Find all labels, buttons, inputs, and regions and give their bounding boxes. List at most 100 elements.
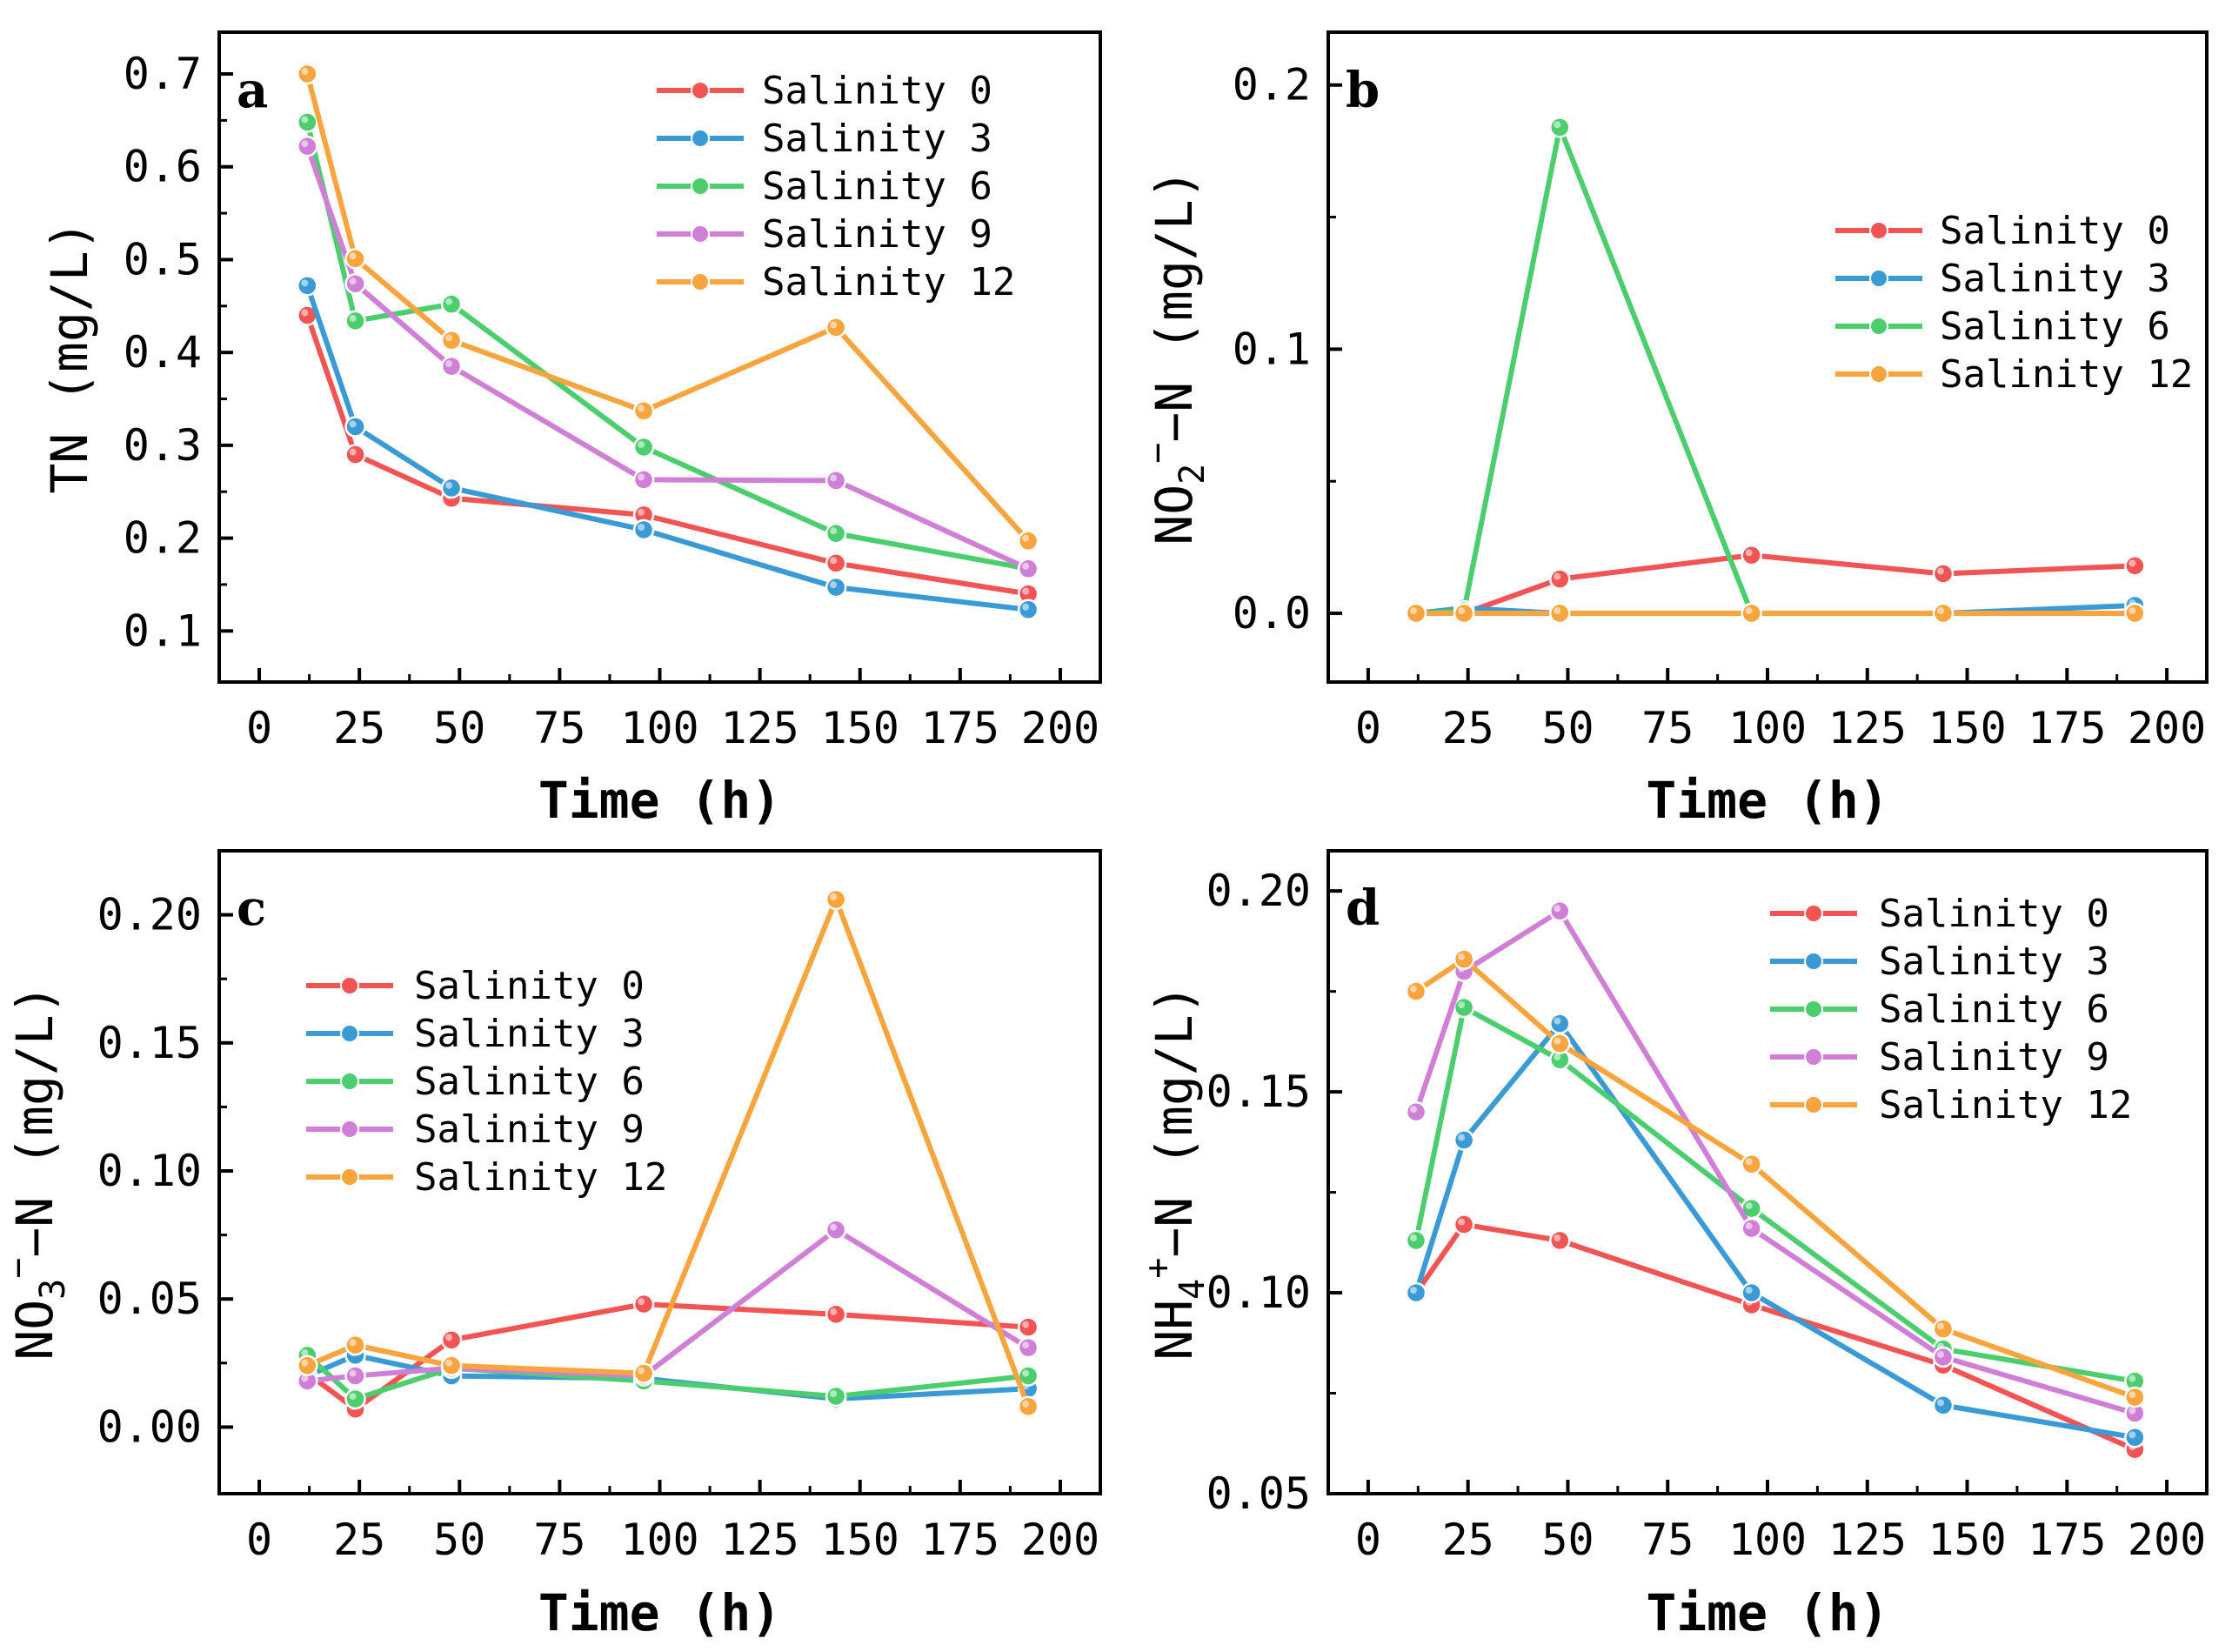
x-axis: 0 25 50 75 100 125 150 175 200 [246,1480,1099,1565]
x-axis-title: Time (h) [538,1583,781,1642]
data-point [440,355,463,378]
series-salinity-12 [1405,602,2146,625]
y-tick-label: 0.20 [1206,866,1311,916]
data-point [632,1362,655,1384]
data-point [1017,1395,1039,1418]
legend-label: Salinity 12 [1879,1083,2132,1127]
y-title-main: NH [1145,1300,1204,1361]
data-point-highlight [1458,607,1466,615]
data-point-highlight [1745,1287,1753,1294]
x-tick-label: 0 [246,703,272,753]
data-point-highlight [638,523,645,531]
panel-letter: c [237,880,266,937]
data-point [1549,568,1571,590]
y-title-tail: −N (mg/L) [1145,984,1204,1257]
data-point-highlight [638,1298,645,1306]
data-point-highlight [1410,985,1417,993]
y-title-main: NO [1145,485,1204,545]
series-line [1416,552,2135,617]
series-salinity-12 [297,888,1039,1418]
x-axis: 0 25 50 75 100 125 150 175 200 [1355,1480,2206,1565]
x-tick-label: 100 [1728,1515,1807,1565]
data-point [632,400,655,422]
data-point-highlight [1937,607,1944,615]
data-point-highlight [830,474,838,482]
data-point [2124,1386,2146,1408]
data-point [2124,1427,2146,1448]
series-line [1413,1020,2135,1441]
x-tick-label: 75 [533,1515,585,1565]
x-tick-label: 100 [620,703,698,753]
data-point-highlight [638,405,645,412]
legend-label: Salinity 9 [762,212,992,257]
y-axis-title: NO3−−N (mg/L) [0,984,73,1360]
legend-label: Salinity 12 [1940,352,2193,397]
legend-label: Salinity 6 [1940,304,2170,349]
legend-marker [1869,317,1888,336]
data-point-highlight [445,1359,453,1367]
data-point [344,444,366,465]
y-tick-label: 0.5 [124,234,202,284]
panel-letter: b [1346,62,1380,119]
data-point-highlight [830,1223,838,1231]
data-point-highlight [1937,1350,1944,1358]
data-point-highlight [1458,1134,1466,1141]
y-title-sub: 3 [33,1279,73,1300]
x-tick-label: 50 [433,703,485,753]
series-salinity-3 [297,275,1039,621]
data-point [1932,1346,1955,1368]
y-tick-label: 0.7 [124,49,202,99]
y-title-sup: + [1138,1258,1178,1279]
data-point [2124,555,2146,577]
x-tick-label: 75 [533,703,585,753]
legend-label: Salinity 3 [1879,940,2109,984]
data-point-highlight [1554,121,1561,129]
legend-label: Salinity 9 [414,1107,645,1152]
y-title-tail: −N (mg/L) [5,984,64,1257]
data-point-highlight [1410,1106,1417,1114]
data-point-highlight [349,1369,357,1377]
x-axis: 0 25 50 75 100 125 150 175 200 [1355,668,2206,753]
data-point-highlight [1554,1037,1561,1045]
data-point [297,275,318,297]
x-tick-label: 75 [1641,1515,1694,1565]
data-point-highlight [1022,1341,1030,1349]
legend-marker [340,976,359,995]
x-tick-label: 200 [2128,703,2206,753]
data-point [1932,602,1955,625]
data-point-highlight [1022,1369,1030,1377]
data-point-highlight [1410,607,1417,615]
data-point [825,1303,847,1326]
data-point [344,1334,366,1356]
legend-marker [1804,1000,1823,1019]
x-tick-label: 0 [1355,1515,1381,1565]
data-point [1741,602,1762,625]
y-tick-label: 0.05 [97,1274,202,1324]
x-tick-label: 125 [1828,1515,1907,1565]
x-axis-title: Time (h) [1646,771,1888,830]
legend-marker [340,1072,359,1091]
data-point-highlight [1554,905,1561,913]
data-point-highlight [2128,1407,2136,1415]
y-tick-label: 0.00 [97,1401,202,1452]
x-tick-label: 25 [1442,703,1494,753]
data-point-highlight [2128,1431,2136,1439]
data-point [825,317,847,338]
x-tick-label: 50 [1541,703,1594,753]
legend-label: Salinity 12 [414,1155,667,1200]
series-line [304,314,1029,597]
y-title-main: NO [5,1300,64,1361]
data-point [1932,1395,1955,1416]
x-tick-label: 175 [2028,703,2106,753]
y-axis-title: TN (mg/L) [40,220,99,493]
data-point-highlight [445,1334,453,1341]
data-point-highlight [445,334,453,342]
data-point-highlight [301,116,309,124]
x-tick-label: 150 [821,1515,899,1565]
panel-b: 0 25 50 75 100 125 150 175 200 0.0 0.1 0.2 Time (h) N… [1138,30,2209,830]
legend-label: Salinity 3 [762,117,992,161]
data-point-highlight [1022,562,1030,570]
